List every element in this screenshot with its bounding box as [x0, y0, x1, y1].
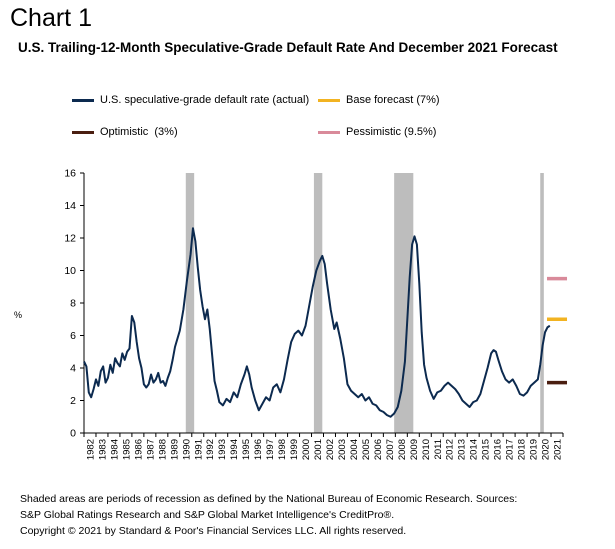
- x-tick-label-1986: 1986: [133, 439, 144, 460]
- footnote-line-2: S&P Global Ratings Research and S&P Glob…: [20, 509, 395, 521]
- chart-title: U.S. Trailing-12-Month Speculative-Grade…: [18, 40, 558, 55]
- x-tick-label-2019: 2019: [529, 439, 540, 460]
- x-tick-label-1983: 1983: [97, 439, 108, 460]
- x-tick-label-2016: 2016: [493, 439, 504, 460]
- x-tick-label-2011: 2011: [433, 439, 444, 459]
- y-tick-label-0: 0: [70, 428, 76, 440]
- x-tick-label-1989: 1989: [169, 439, 180, 460]
- x-tick-label-2005: 2005: [361, 439, 372, 460]
- x-tick-label-1999: 1999: [289, 439, 300, 460]
- y-tick-label-10: 10: [64, 265, 76, 277]
- y-tick-label-16: 16: [64, 168, 76, 180]
- x-tick-label-1993: 1993: [217, 439, 228, 460]
- x-tick-label-2010: 2010: [421, 439, 432, 460]
- x-tick-label-2000: 2000: [301, 439, 312, 460]
- x-tick-label-2020: 2020: [541, 439, 552, 460]
- footnote-line-3: Copyright © 2021 by Standard & Poor's Fi…: [20, 525, 407, 537]
- x-tick-label-1991: 1991: [193, 439, 204, 460]
- y-axis-label: %: [14, 310, 23, 320]
- footnote: Shaded areas are periods of recession as…: [20, 491, 600, 539]
- x-tick-label-2013: 2013: [457, 439, 468, 460]
- x-tick-label-1996: 1996: [253, 439, 264, 460]
- chart-label: Chart 1: [10, 4, 92, 32]
- y-tick-label-8: 8: [70, 298, 76, 310]
- x-tick-label-1982: 1982: [85, 439, 96, 460]
- y-tick-label-12: 12: [64, 233, 76, 245]
- recession-band-3: [540, 173, 544, 433]
- x-tick-label-1992: 1992: [205, 439, 216, 460]
- x-tick-label-1987: 1987: [145, 439, 156, 460]
- x-tick-label-2015: 2015: [481, 439, 492, 460]
- y-tick-label-2: 2: [70, 395, 76, 407]
- footnote-line-1: Shaded areas are periods of recession as…: [20, 493, 518, 505]
- x-tick-label-1995: 1995: [241, 439, 252, 460]
- recession-band-2: [394, 173, 414, 433]
- x-tick-label-1998: 1998: [277, 439, 288, 460]
- x-tick-label-1997: 1997: [265, 439, 276, 460]
- x-tick-label-2007: 2007: [385, 439, 396, 460]
- recession-band-0: [185, 173, 195, 433]
- x-tick-label-2014: 2014: [469, 439, 480, 460]
- x-tick-label-2002: 2002: [325, 439, 336, 460]
- x-tick-label-1994: 1994: [229, 439, 240, 460]
- x-tick-label-2012: 2012: [445, 439, 456, 460]
- x-tick-label-1990: 1990: [181, 439, 192, 460]
- y-tick-label-4: 4: [70, 363, 76, 375]
- x-tick-label-2018: 2018: [517, 439, 528, 460]
- x-tick-label-1988: 1988: [157, 439, 168, 460]
- series-line-actual: [83, 227, 551, 418]
- x-tick-label-2021: 2021: [553, 439, 564, 460]
- x-tick-label-2006: 2006: [373, 439, 384, 460]
- x-tick-label-2004: 2004: [349, 439, 360, 460]
- x-tick-label-2017: 2017: [505, 439, 516, 460]
- y-tick-label-14: 14: [64, 200, 76, 212]
- y-tick-label-6: 6: [70, 330, 76, 342]
- x-tick-label-2009: 2009: [409, 439, 420, 460]
- x-tick-label-2008: 2008: [397, 439, 408, 460]
- x-tick-label-2001: 2001: [313, 439, 324, 460]
- recession-band-1: [313, 173, 323, 433]
- x-tick-label-2003: 2003: [337, 439, 348, 460]
- x-tick-label-1985: 1985: [121, 439, 132, 460]
- x-tick-label-1984: 1984: [109, 439, 120, 460]
